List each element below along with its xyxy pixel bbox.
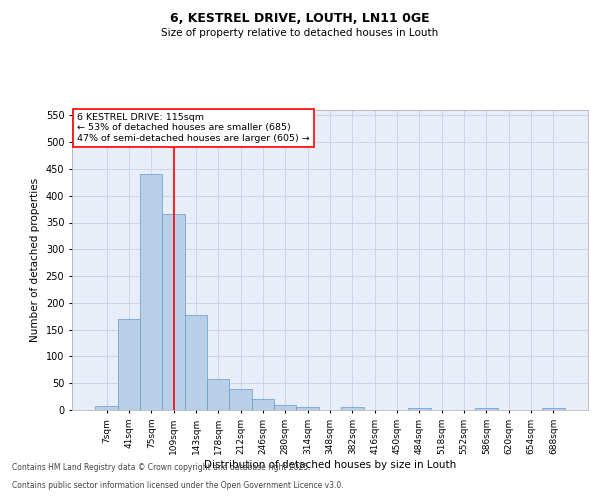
Text: Size of property relative to detached houses in Louth: Size of property relative to detached ho…: [161, 28, 439, 38]
Bar: [252, 399, 274, 410]
Bar: [95, 406, 118, 410]
Bar: [408, 408, 431, 410]
X-axis label: Distribution of detached houses by size in Louth: Distribution of detached houses by size …: [204, 460, 456, 469]
Y-axis label: Number of detached properties: Number of detached properties: [30, 178, 40, 342]
Bar: [229, 388, 252, 410]
Bar: [475, 408, 497, 410]
Bar: [140, 174, 163, 410]
Text: Contains HM Land Registry data © Crown copyright and database right 2025.: Contains HM Land Registry data © Crown c…: [12, 464, 311, 472]
Bar: [207, 380, 229, 410]
Bar: [341, 408, 364, 410]
Bar: [542, 408, 565, 410]
Text: 6, KESTREL DRIVE, LOUTH, LN11 0GE: 6, KESTREL DRIVE, LOUTH, LN11 0GE: [170, 12, 430, 26]
Bar: [185, 314, 207, 410]
Bar: [296, 408, 319, 410]
Bar: [118, 319, 140, 410]
Text: Contains public sector information licensed under the Open Government Licence v3: Contains public sector information licen…: [12, 481, 344, 490]
Bar: [274, 404, 296, 410]
Bar: [163, 214, 185, 410]
Text: 6 KESTREL DRIVE: 115sqm
← 53% of detached houses are smaller (685)
47% of semi-d: 6 KESTREL DRIVE: 115sqm ← 53% of detache…: [77, 113, 310, 143]
